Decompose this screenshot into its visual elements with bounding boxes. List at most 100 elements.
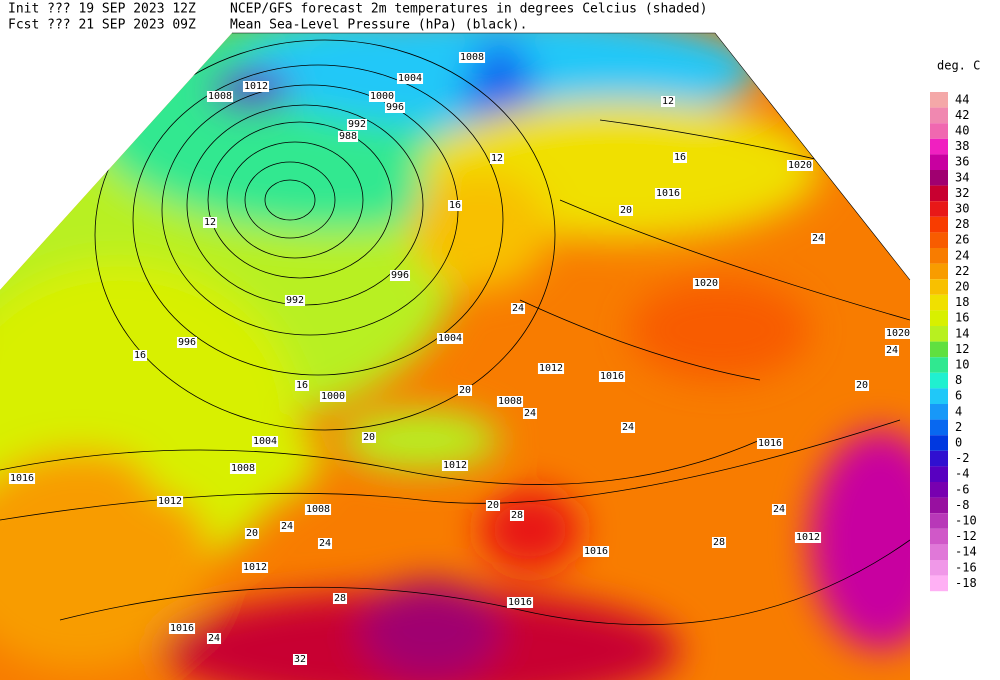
temperature-label: 16 bbox=[674, 152, 686, 163]
colorbar-label: -16 bbox=[955, 560, 977, 574]
colorbar-label: 14 bbox=[955, 326, 969, 340]
colorbar-swatch bbox=[930, 310, 948, 326]
temperature-label-bg bbox=[457, 385, 473, 396]
colorbar-label: 40 bbox=[955, 124, 969, 138]
isobar-label-bg bbox=[346, 119, 368, 130]
colorbar-swatch bbox=[930, 544, 948, 560]
colorbar-label: -14 bbox=[955, 545, 977, 559]
temperature-label: 28 bbox=[713, 537, 725, 548]
temperature-label-bg bbox=[884, 345, 900, 356]
temperature-label: 16 bbox=[449, 200, 461, 211]
isobar-label-bg bbox=[251, 436, 279, 447]
colorbar-label: 2 bbox=[955, 420, 962, 434]
temperature-label: 20 bbox=[459, 385, 471, 396]
isobar-label-bg bbox=[396, 73, 424, 84]
colorbar-swatch bbox=[930, 294, 948, 311]
colorbar-swatch bbox=[930, 435, 948, 451]
isobar-label: 996 bbox=[386, 102, 404, 113]
colorbar-label: 4 bbox=[955, 404, 962, 418]
isobar-label: 988 bbox=[339, 131, 357, 142]
colorbar-swatch bbox=[930, 154, 948, 170]
temperature-label-bg bbox=[522, 408, 538, 419]
temperature-label: 24 bbox=[622, 422, 634, 433]
temperature-label: 28 bbox=[511, 510, 523, 521]
colorbar-swatch bbox=[930, 170, 948, 186]
colorbar-swatch bbox=[930, 185, 948, 202]
isobar-label: 1012 bbox=[796, 532, 820, 543]
temperature-label-bg bbox=[206, 633, 222, 644]
temperature-label: 24 bbox=[281, 521, 293, 532]
colorbar-swatch bbox=[930, 92, 948, 108]
init-time: Init ??? 19 SEP 2023 12Z bbox=[8, 2, 196, 17]
temperature-label: 20 bbox=[487, 500, 499, 511]
isobar-label: 1016 bbox=[170, 623, 194, 634]
temperature-label: 24 bbox=[512, 303, 524, 314]
colorbar-swatch bbox=[930, 341, 948, 358]
temperature-label: 24 bbox=[812, 233, 824, 244]
colorbar-label: 6 bbox=[955, 389, 962, 403]
colorbar-label: 12 bbox=[955, 342, 969, 356]
colorbar-swatch bbox=[930, 497, 948, 514]
temperature-label-bg bbox=[317, 538, 333, 549]
isobar-label-bg bbox=[794, 532, 822, 543]
temperature-label: 16 bbox=[134, 350, 146, 361]
isobar-label: 1016 bbox=[508, 597, 532, 608]
forecast-time: Fcst ??? 21 SEP 2023 09Z bbox=[8, 18, 196, 33]
isobar-label-bg bbox=[582, 546, 610, 557]
temperature-label: 12 bbox=[204, 217, 216, 228]
isobar-label: 996 bbox=[391, 270, 409, 281]
temperature-label-bg bbox=[489, 153, 505, 164]
colorbar-label: 0 bbox=[955, 436, 962, 450]
isobar-label-bg bbox=[756, 438, 784, 449]
temperature-label-bg bbox=[244, 528, 260, 539]
isobar-label: 996 bbox=[178, 337, 196, 348]
colorbar-label: 44 bbox=[955, 92, 969, 106]
colorbar-swatch bbox=[930, 372, 948, 389]
isobar-label-bg bbox=[168, 623, 196, 634]
isobar-label-bg bbox=[537, 363, 565, 374]
isobar-label-bg bbox=[206, 91, 234, 102]
colorbar-swatch bbox=[930, 404, 948, 420]
colorbar-swatch bbox=[930, 388, 948, 404]
temperature-label: 24 bbox=[208, 633, 220, 644]
colorbar-label: 26 bbox=[955, 233, 969, 247]
isobar-label-bg bbox=[654, 188, 682, 199]
temperature-label-bg bbox=[361, 432, 377, 443]
colorbar-label: 32 bbox=[955, 186, 969, 200]
colorbar-label: -6 bbox=[955, 482, 969, 496]
colorbar-swatch bbox=[930, 216, 948, 233]
isobar-label: 992 bbox=[286, 295, 304, 306]
colorbar-label: 20 bbox=[955, 280, 969, 294]
isobar-label-bg bbox=[337, 131, 359, 142]
isobar-label-bg bbox=[441, 460, 469, 471]
isobar-label: 1008 bbox=[208, 91, 232, 102]
colorbar-swatch bbox=[930, 466, 948, 482]
subtitle: Mean Sea-Level Pressure (hPa) (black). bbox=[230, 18, 527, 33]
temperature-label-bg bbox=[485, 500, 501, 511]
isobar-label: 1004 bbox=[438, 333, 462, 344]
isobar-label: 1020 bbox=[788, 160, 812, 171]
isobar-label-bg bbox=[176, 337, 198, 348]
temperature-label: 32 bbox=[294, 654, 306, 665]
isobar-label: 1012 bbox=[443, 460, 467, 471]
colorbar-label: 36 bbox=[955, 155, 969, 169]
isobar-label-bg bbox=[368, 91, 396, 102]
colorbar-swatch bbox=[930, 232, 948, 248]
temperature-label: 24 bbox=[319, 538, 331, 549]
temperature-label-bg bbox=[132, 350, 148, 361]
colorbar-swatch bbox=[930, 107, 948, 124]
temperature-label: 24 bbox=[773, 504, 785, 515]
temperature-label-bg bbox=[332, 593, 348, 604]
isobar-label: 1016 bbox=[656, 188, 680, 199]
isobar-label-bg bbox=[384, 102, 406, 113]
isobar-label-bg bbox=[496, 396, 524, 407]
temperature-label: 12 bbox=[662, 96, 674, 107]
colorbar-label: -4 bbox=[955, 467, 969, 481]
colorbar-swatch bbox=[930, 326, 948, 342]
isobar-label: 1020 bbox=[886, 328, 910, 339]
temperature-label-bg bbox=[509, 510, 525, 521]
colorbar-label: -12 bbox=[955, 529, 977, 543]
colorbar-label: 28 bbox=[955, 217, 969, 231]
temperature-label-bg bbox=[618, 205, 634, 216]
